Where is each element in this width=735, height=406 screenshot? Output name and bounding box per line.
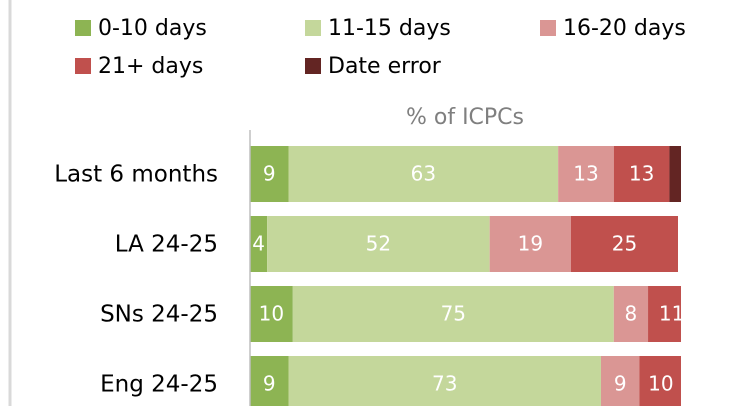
data-label: 13 bbox=[573, 162, 598, 186]
legend-swatch bbox=[540, 20, 556, 36]
data-label: 25 bbox=[612, 232, 637, 256]
bar-segment bbox=[639, 356, 681, 406]
bar-segment bbox=[558, 146, 614, 202]
bar-segment bbox=[250, 286, 293, 342]
data-label: 9 bbox=[263, 372, 276, 396]
data-label: 8 bbox=[625, 302, 638, 326]
bar-segment bbox=[489, 216, 571, 272]
data-label: 19 bbox=[518, 232, 543, 256]
data-label: 63 bbox=[411, 162, 436, 186]
bar-segment bbox=[613, 286, 649, 342]
data-label: 11 bbox=[659, 302, 684, 326]
legend-swatch bbox=[75, 58, 91, 74]
legend-label: 16-20 days bbox=[563, 16, 686, 41]
plot-area: 9 63 13 13 4 52 19 25 10 75 8 11 9 73 9 10 bbox=[250, 146, 684, 406]
bar-segment bbox=[613, 146, 670, 202]
bar-segment bbox=[648, 286, 681, 342]
bar-segment bbox=[669, 146, 681, 202]
bar-segment bbox=[288, 146, 559, 202]
bar-segment bbox=[292, 286, 614, 342]
data-label: 9 bbox=[614, 372, 627, 396]
legend-label: 11-15 days bbox=[328, 16, 451, 41]
bar-segment bbox=[250, 216, 268, 272]
data-label: 10 bbox=[259, 302, 284, 326]
legend-label: 0-10 days bbox=[98, 16, 207, 41]
data-label: 10 bbox=[648, 372, 673, 396]
data-label: 73 bbox=[432, 372, 457, 396]
data-label: 4 bbox=[252, 232, 265, 256]
legend-label: Date error bbox=[328, 54, 442, 79]
y-tick-label: Last 6 months bbox=[54, 162, 218, 188]
bar-segment bbox=[571, 216, 678, 272]
bar-segment bbox=[288, 356, 601, 406]
data-label: 75 bbox=[441, 302, 466, 326]
bar-segment bbox=[267, 216, 490, 272]
bar-segment bbox=[250, 356, 289, 406]
y-tick-label: LA 24-25 bbox=[115, 232, 218, 258]
legend-label: 21+ days bbox=[98, 54, 203, 79]
bar-segment bbox=[600, 356, 640, 406]
data-label: 13 bbox=[629, 162, 654, 186]
y-tick-label: Eng 24-25 bbox=[100, 372, 218, 398]
data-label: 9 bbox=[263, 162, 276, 186]
bar-segment bbox=[250, 146, 289, 202]
legend-swatch bbox=[305, 58, 321, 74]
legend-swatch bbox=[75, 20, 91, 36]
legend-swatch bbox=[305, 20, 321, 36]
data-label: 52 bbox=[366, 232, 391, 256]
y-tick-label: SNs 24-25 bbox=[100, 302, 218, 328]
x-axis-title: % of ICPCs bbox=[406, 105, 524, 130]
